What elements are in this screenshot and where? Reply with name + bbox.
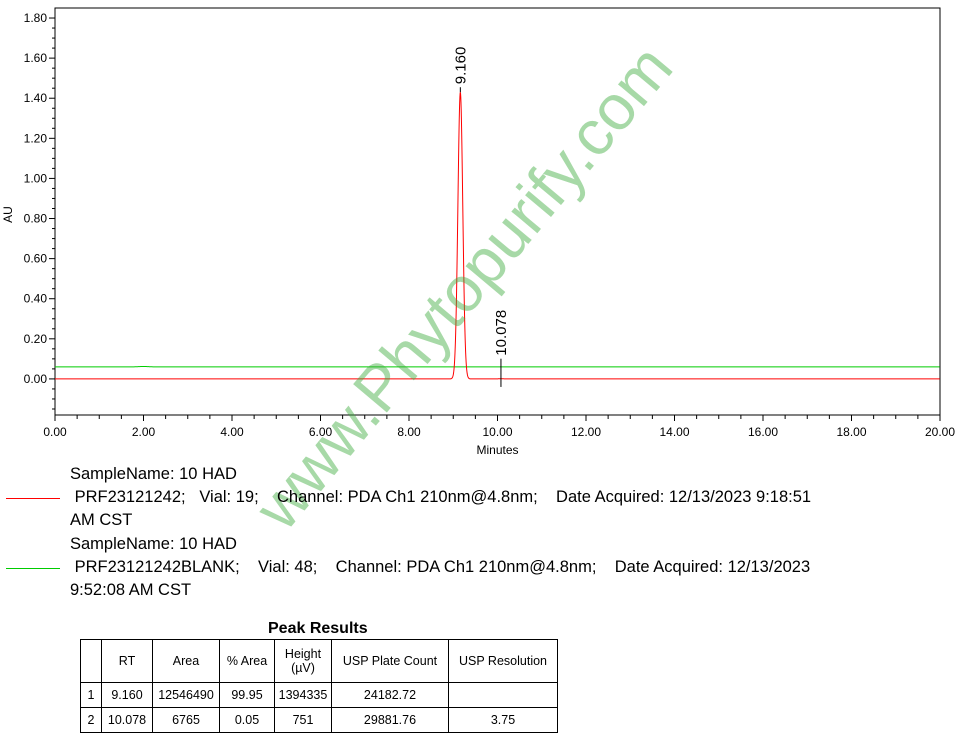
x-tick-label: 2.00 bbox=[132, 425, 156, 439]
cell: 9.160 bbox=[101, 682, 153, 708]
y-tick-label: 0.80 bbox=[24, 212, 48, 226]
cell bbox=[448, 682, 558, 708]
y-tick-label: 1.40 bbox=[24, 91, 48, 105]
col-header: RT bbox=[101, 639, 153, 683]
y-axis-label: AU bbox=[1, 206, 15, 223]
x-tick-label: 12.00 bbox=[571, 425, 601, 439]
cell: 2 bbox=[80, 707, 102, 733]
legend-swatch-green bbox=[6, 568, 60, 569]
col-header: Height (µV) bbox=[274, 639, 332, 683]
y-tick-label: 1.00 bbox=[24, 171, 48, 185]
x-tick-label: 10.00 bbox=[482, 425, 512, 439]
x-tick-label: 4.00 bbox=[220, 425, 244, 439]
y-tick-label: 0.60 bbox=[24, 252, 48, 266]
table-row: 1 9.160 12546490 99.95 1394335 24182.72 bbox=[80, 682, 558, 708]
x-tick-label: 6.00 bbox=[309, 425, 333, 439]
col-header: USP Plate Count bbox=[331, 639, 449, 683]
peak-results-table: RT Area % Area Height (µV) USP Plate Cou… bbox=[80, 639, 558, 733]
cell: 12546490 bbox=[152, 682, 220, 708]
legend-line: SampleName: 10 HAD bbox=[70, 535, 237, 553]
legend-line: AM CST bbox=[70, 511, 133, 529]
cell: 0.05 bbox=[219, 707, 275, 733]
y-tick-label: 0.00 bbox=[24, 372, 48, 386]
legend-line: PRF23121242BLANK; Vial: 48; Channel: PDA… bbox=[70, 558, 811, 576]
cell: 29881.76 bbox=[331, 707, 449, 733]
legend-entry-blank: SampleName: 10 HAD PRF23121242BLANK; Via… bbox=[6, 533, 811, 602]
col-header bbox=[80, 639, 102, 683]
legend-entry-sample: SampleName: 10 HAD PRF23121242; Vial: 19… bbox=[6, 463, 812, 532]
chromatogram: 0.00 2.00 4.00 6.00 8.00 10.00 12.00 14.00 16.00… bbox=[1, 7, 955, 457]
x-tick-label: 8.00 bbox=[397, 425, 421, 439]
y-tick-label: 1.80 bbox=[24, 11, 48, 25]
peak-results-title: Peak Results bbox=[268, 620, 368, 637]
cell: 751 bbox=[274, 707, 332, 733]
table-row: 2 10.078 6765 0.05 751 29881.76 3.75 bbox=[80, 707, 558, 733]
y-tick-label: 1.60 bbox=[24, 51, 48, 65]
cell: 3.75 bbox=[448, 707, 558, 733]
x-tick-label: 18.00 bbox=[836, 425, 866, 439]
cell: 6765 bbox=[152, 707, 220, 733]
legend-line: SampleName: 10 HAD bbox=[70, 465, 237, 483]
x-tick-label: 20.00 bbox=[925, 425, 955, 439]
cell: 1394335 bbox=[274, 682, 332, 708]
series-line bbox=[55, 92, 940, 380]
cell: 1 bbox=[80, 682, 102, 708]
legend-swatch-red bbox=[6, 498, 60, 499]
legend-line: 9:52:08 AM CST bbox=[70, 581, 192, 599]
cell: 10.078 bbox=[101, 707, 153, 733]
y-tick-label: 0.20 bbox=[24, 332, 48, 346]
peak-label: 9.160 bbox=[452, 47, 469, 85]
x-tick-label: 0.00 bbox=[43, 425, 67, 439]
col-header: % Area bbox=[219, 639, 275, 683]
cell: 24182.72 bbox=[331, 682, 449, 708]
peak-label: 10.078 bbox=[493, 310, 510, 356]
x-axis-label: Minutes bbox=[476, 443, 518, 457]
legend-line: PRF23121242; Vial: 19; Channel: PDA Ch1 … bbox=[70, 488, 812, 506]
x-tick-label: 14.00 bbox=[659, 425, 689, 439]
cell: 99.95 bbox=[219, 682, 275, 708]
col-header: USP Resolution bbox=[448, 639, 558, 683]
y-tick-label: 1.20 bbox=[24, 131, 48, 145]
col-header: Area bbox=[152, 639, 220, 683]
y-tick-label: 0.40 bbox=[24, 292, 48, 306]
x-tick-label: 16.00 bbox=[748, 425, 778, 439]
